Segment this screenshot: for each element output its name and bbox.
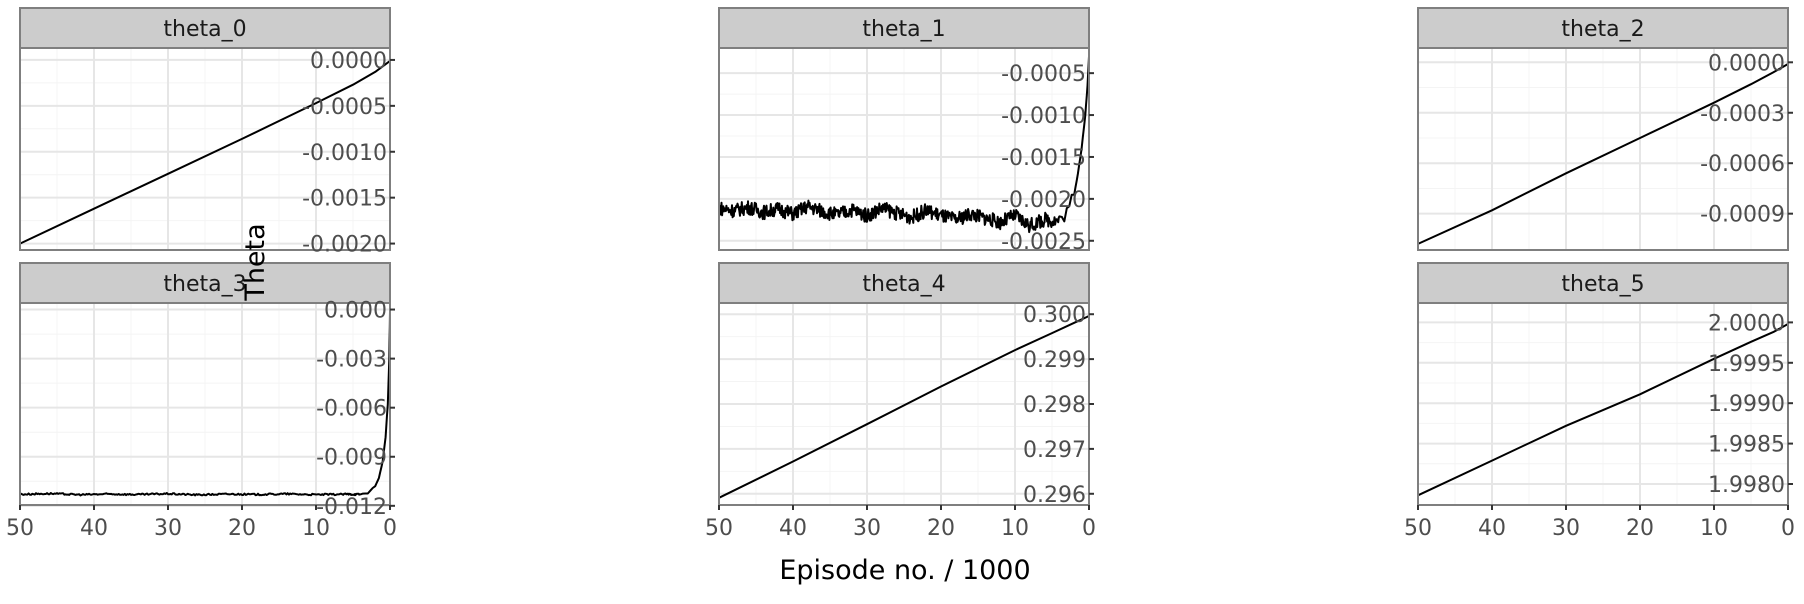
y-tick-label: -0.0003	[1700, 102, 1785, 127]
y-tick-label: -0.0015	[302, 187, 387, 212]
y-tick-label: 0.299	[1023, 348, 1086, 373]
y-tick-label: -0.0020	[1001, 188, 1086, 213]
y-tick-label: -0.0025	[1001, 230, 1086, 255]
x-tick-label: 10	[302, 516, 330, 541]
strip-label: theta_3	[163, 272, 246, 297]
strip-background	[19, 7, 391, 49]
y-tick-label: -0.0006	[1700, 152, 1785, 177]
strip-background	[1417, 262, 1789, 304]
series-line-theta_2	[1417, 63, 1789, 245]
x-tick-label: 30	[154, 516, 182, 541]
panel-theta_2: theta_2 0.0000 -0.0003 -0.0006 -0.0009	[1417, 7, 1793, 251]
strip-background	[19, 262, 391, 304]
x-tick-label: 10	[1001, 516, 1029, 541]
y-tick-label: -0.0010	[302, 141, 387, 166]
y-tick-label: 2.0000	[1708, 311, 1785, 336]
x-tick-label: 20	[228, 516, 256, 541]
series-line-theta_5	[1417, 323, 1789, 497]
y-tick-label: -0.0020	[302, 233, 387, 258]
y-axis-label: Theta	[240, 223, 271, 301]
y-tick-label: -0.0009	[1700, 203, 1785, 228]
x-tick-label: 50	[705, 516, 733, 541]
strip-label: theta_5	[1561, 272, 1644, 297]
strip-label: theta_2	[1561, 17, 1644, 42]
y-tick-label: -0.003	[316, 348, 387, 373]
series-line-theta_1	[718, 56, 1090, 234]
y-tick-label: 0.0000	[1708, 51, 1785, 76]
y-tick-label: 0.296	[1023, 483, 1086, 508]
panel-theta_5: theta_5 2.0000 1.9995 1.9990 1.9985 1.9980 50 4…	[1404, 262, 1795, 541]
strip-background	[1417, 7, 1789, 49]
x-tick-label: 20	[927, 516, 955, 541]
y-tick-label: 1.9980	[1708, 473, 1785, 498]
x-tick-label: 20	[1626, 516, 1654, 541]
y-tick-label: -0.0005	[1001, 62, 1086, 87]
y-tick-label: 1.9985	[1708, 433, 1785, 458]
x-tick-label: 0	[1082, 516, 1096, 541]
series-line-theta_3	[19, 311, 391, 497]
strip-background	[718, 7, 1090, 49]
y-tick-label: -0.0005	[302, 95, 387, 120]
x-tick-label: 0	[1781, 516, 1795, 541]
series-line-theta_0	[19, 60, 391, 245]
panel-theta_1: theta_1 -0.0005 -0.0010 -0.0015 -0.0020 -0.00…	[718, 7, 1094, 255]
y-tick-label: -0.012	[316, 495, 387, 520]
x-tick-label: 30	[853, 516, 881, 541]
y-tick-label: -0.0010	[1001, 104, 1086, 129]
x-tick-label: 40	[80, 516, 108, 541]
strip-background	[718, 262, 1090, 304]
x-tick-label: 40	[1478, 516, 1506, 541]
series-line-theta_4	[718, 315, 1090, 499]
x-tick-label: 30	[1552, 516, 1580, 541]
y-tick-label: 0.298	[1023, 393, 1086, 418]
y-tick-label: -0.0015	[1001, 146, 1086, 171]
x-axis-label: Episode no. / 1000	[779, 555, 1030, 586]
y-tick-label: -0.006	[316, 397, 387, 422]
y-tick-label: 0.000	[324, 299, 387, 324]
panel-theta_0: theta_0 0.0000 -0.0005 -0.0010 -0.0015 -0.002…	[19, 7, 395, 258]
y-tick-label: 1.9995	[1708, 352, 1785, 377]
y-tick-label: 1.9990	[1708, 392, 1785, 417]
strip-label: theta_0	[163, 17, 246, 42]
x-tick-label: 50	[6, 516, 34, 541]
x-tick-label: 10	[1700, 516, 1728, 541]
y-tick-label: -0.009	[316, 446, 387, 471]
y-tick-label: 0.300	[1023, 303, 1086, 328]
panel-theta_3: theta_3 0.000 -0.003 -0.006 -0.009 -0.012 50 40…	[6, 262, 397, 541]
x-tick-label: 40	[779, 516, 807, 541]
x-tick-label: 50	[1404, 516, 1432, 541]
panels-layer: theta_00.0000-0.0005-0.0010-0.0015-0.002…	[6, 7, 1795, 541]
panel-theta_4: theta_4 0.300 0.299 0.298 0.297 0.296 50 40 30 20…	[705, 262, 1096, 541]
strip-label: theta_1	[862, 17, 945, 42]
x-tick-label: 0	[383, 516, 397, 541]
y-tick-label: 0.297	[1023, 438, 1086, 463]
y-tick-label: 0.0000	[310, 49, 387, 74]
strip-label: theta_4	[862, 272, 945, 297]
